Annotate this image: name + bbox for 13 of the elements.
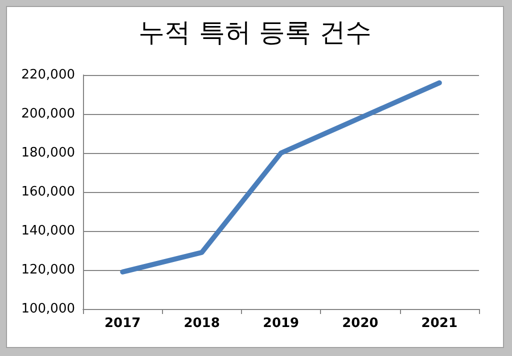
x-tick-label: 2021 — [421, 316, 458, 331]
x-tick-label: 2018 — [184, 316, 220, 331]
y-tick-label: 220,000 — [21, 68, 75, 82]
y-tick-label: 160,000 — [21, 184, 75, 200]
y-tick-label: 120,000 — [21, 262, 75, 278]
x-tick-label: 2020 — [342, 316, 378, 331]
x-tick-label: 2017 — [104, 316, 141, 331]
y-tick-label: 100,000 — [21, 302, 75, 316]
y-tick-label: 200,000 — [21, 106, 75, 122]
y-tick-label: 180,000 — [21, 146, 75, 160]
chart-title: 누적 특허 등록 건수 — [138, 18, 372, 48]
x-tick-label: 2019 — [262, 316, 300, 331]
y-tick-label: 140,000 — [21, 224, 75, 238]
